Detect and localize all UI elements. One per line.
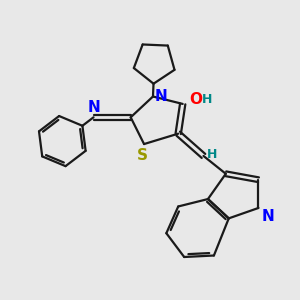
Text: S: S bbox=[137, 148, 148, 163]
Text: N: N bbox=[87, 100, 100, 115]
Text: H: H bbox=[202, 93, 212, 106]
Text: H: H bbox=[207, 148, 217, 161]
Text: N: N bbox=[262, 209, 274, 224]
Text: N: N bbox=[154, 89, 167, 104]
Text: O: O bbox=[189, 92, 202, 107]
